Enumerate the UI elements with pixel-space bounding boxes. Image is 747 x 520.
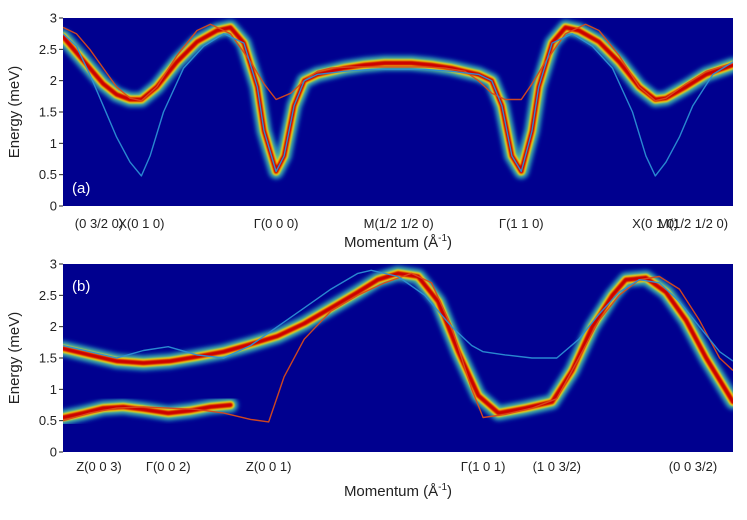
- panel-a-y-tick-label: 2.5: [39, 42, 57, 57]
- panel-a: (a) 00.511.522.53 (0 3/2 0)X(0 1 0) Γ(0 0…: [6, 11, 733, 251]
- panel-b-y-tick-label: 3: [50, 257, 57, 272]
- panel-a-y-tick-label: 3: [50, 11, 57, 26]
- panel-a-label: (a): [72, 180, 90, 197]
- panel-a-x-tick-label: M(1/2 1/2 0): [364, 216, 434, 231]
- panel-b-x-tick-label: Γ(0 0 2): [146, 459, 191, 474]
- panel-a-y-tick-label: 2: [50, 73, 57, 88]
- panel-a-x-tick-label: X(0 1 0): [632, 216, 678, 231]
- panel-a-x-tick-label: (0 3/2 0): [75, 216, 123, 231]
- panel-a-y-tick-label: 0.5: [39, 167, 57, 182]
- panel-b-x-ticks: Z(0 0 3) Γ(0 0 2) Z(0 0 1) Γ(1 0 1) (1 0 3/2…: [76, 459, 717, 474]
- panel-a-y-tick-label: 1: [50, 136, 57, 151]
- panel-b-y-tick-label: 1.5: [39, 351, 57, 366]
- panel-b-y-axis-title: Energy (meV): [6, 312, 23, 405]
- panel-a-y-tick-label: 1.5: [39, 105, 57, 120]
- panel-b-label: (b): [72, 278, 90, 295]
- panel-b-plot-area: [63, 265, 733, 426]
- panel-b-x-tick-label: Z(0 0 3): [76, 459, 122, 474]
- panel-b-x-tick-label: Z(0 0 1): [246, 459, 292, 474]
- panel-a-x-tick-label: M(1/2 1/2 0): [658, 216, 728, 231]
- panel-b-model-curve-blue: [63, 269, 733, 362]
- panel-b: (b) 00.511.522.53 Z(0 0 3) Γ(0 0 2) Z(0 0 …: [6, 257, 733, 500]
- panel-a-x-axis-title: Momentum (Å-1): [344, 233, 452, 251]
- panel-a-model-curve-red: [63, 23, 733, 102]
- panel-a-y-ticks: 0 0.5 1 1.5 2 2.5 3: [39, 11, 63, 214]
- panel-a-x-tick-label: X(0 1 0): [118, 216, 164, 231]
- panel-a-model-curve-blue: [63, 33, 733, 177]
- panel-b-y-tick-label: 1: [50, 382, 57, 397]
- panel-b-y-tick-label: 0.5: [39, 413, 57, 428]
- panel-b-y-tick-label: 2.5: [39, 288, 57, 303]
- panel-b-intensity-ridge-upper-core: [63, 271, 733, 416]
- panel-a-x-tick-label: Γ(1 1 0): [499, 216, 544, 231]
- panel-a-x-tick-label: Γ(0 0 0): [254, 216, 299, 231]
- panel-b-y-tick-label: 0: [50, 445, 57, 460]
- panel-a-intensity-ridge-core: [63, 25, 733, 174]
- panel-b-x-tick-label: (0 0 3/2): [669, 459, 717, 474]
- panel-a-background: [63, 18, 733, 206]
- panel-a-x-ticks: (0 3/2 0)X(0 1 0) Γ(0 0 0) M(1/2 1/2 0) Γ(1…: [75, 216, 728, 231]
- panel-a-y-axis-title: Energy (meV): [6, 66, 23, 159]
- panel-b-y-tick-label: 2: [50, 319, 57, 334]
- panel-b-intensity-ridge-lower-core: [63, 402, 233, 420]
- panel-a-y-tick-label: 0: [50, 199, 57, 214]
- panel-b-y-ticks: 0 0.5 1 1.5 2 2.5 3: [39, 257, 63, 460]
- panel-b-x-tick-label: Γ(1 0 1): [461, 459, 506, 474]
- panel-a-plot-area: [63, 19, 733, 180]
- panel-b-x-axis-title: Momentum (Å-1): [344, 482, 452, 500]
- panel-b-x-tick-label: (1 0 3/2): [533, 459, 581, 474]
